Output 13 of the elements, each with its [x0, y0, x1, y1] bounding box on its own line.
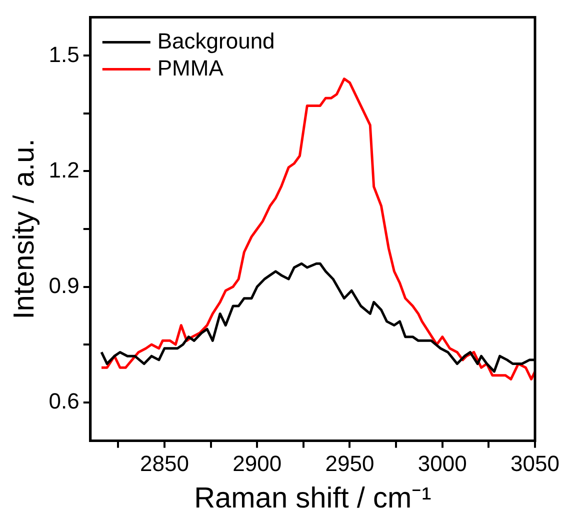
- x-tick-label: 2850: [140, 451, 189, 476]
- x-tick-label: 2900: [232, 451, 282, 476]
- y-axis-title: Intensity / a.u.: [8, 138, 40, 320]
- y-tick-label: 1.2: [48, 157, 80, 182]
- x-tick-label: 2950: [325, 451, 374, 476]
- y-tick-label: 1.5: [48, 42, 80, 67]
- legend-label: Background: [157, 28, 275, 54]
- y-tick-label: 0.6: [48, 388, 80, 414]
- x-axis-title: Raman shift / cm⁻¹: [194, 482, 432, 515]
- y-tick-label: 0.9: [48, 272, 80, 298]
- x-tick-label: 3050: [510, 451, 560, 476]
- x-tick-label: 3000: [418, 451, 467, 476]
- legend-label: PMMA: [157, 55, 224, 80]
